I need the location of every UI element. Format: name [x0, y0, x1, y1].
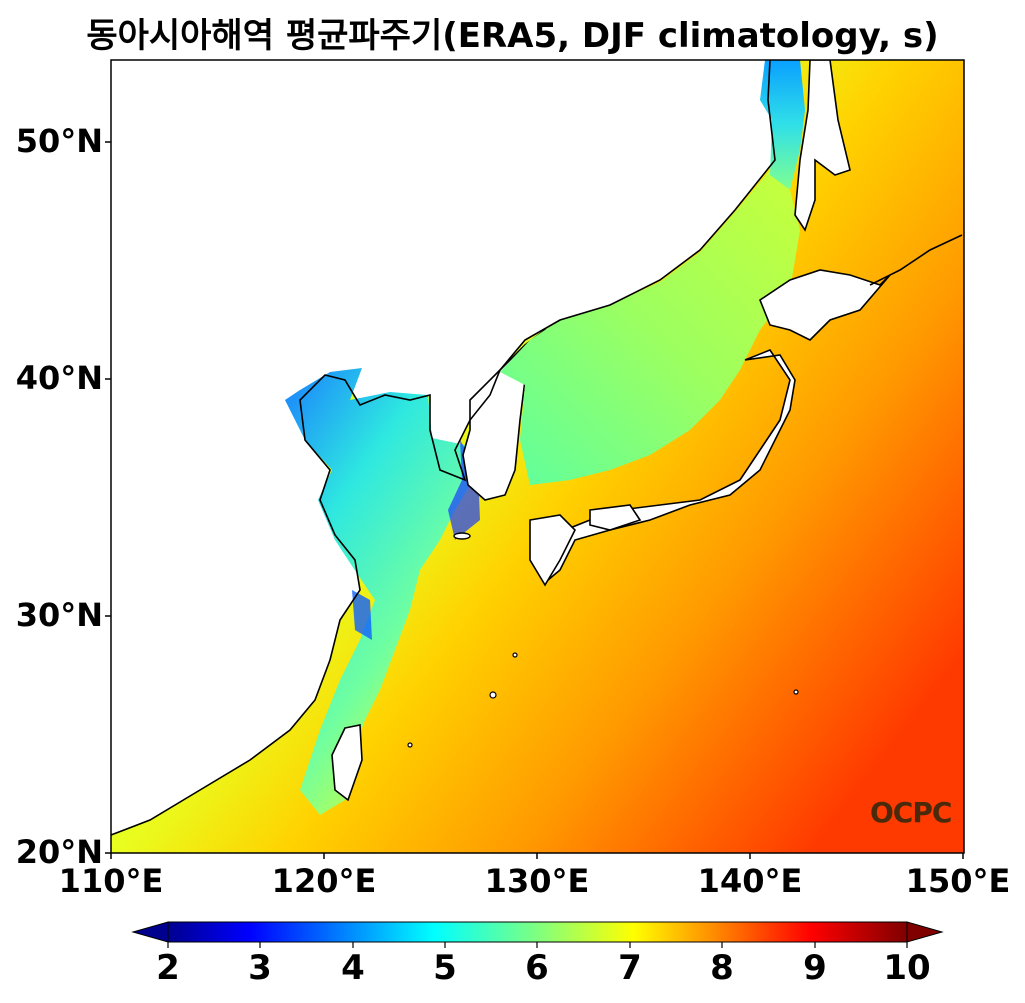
ocpc-logo: OCPC — [870, 796, 952, 829]
y-tick-label: 30°N — [15, 596, 103, 634]
x-tick-label: 150°E — [905, 862, 1011, 900]
colorbar-tick-label: 5 — [433, 948, 457, 988]
land-taiwan — [331, 724, 363, 802]
colorbar-tick-label: 9 — [803, 948, 827, 988]
x-tick-label: 120°E — [271, 862, 377, 900]
colorbar-tick-label: 6 — [525, 948, 549, 988]
wave-period-field — [111, 60, 964, 853]
y-tick-marks — [105, 141, 111, 854]
y-tick-label: 20°N — [15, 833, 103, 871]
x-tick-marks — [110, 853, 964, 859]
x-tick-label: 140°E — [697, 862, 803, 900]
y-tick-label: 50°N — [15, 122, 103, 160]
y-tick-label: 40°N — [15, 359, 103, 397]
land-hokkaido — [759, 269, 891, 341]
colorbar — [131, 921, 944, 948]
colorbar-tick-label: 10 — [883, 948, 931, 988]
colorbar-tick-label: 4 — [341, 948, 365, 988]
land-sakhalin — [794, 60, 851, 232]
x-tick-label: 110°E — [58, 862, 164, 900]
map-title: 동아시아해역 평균파주기(ERA5, DJF climatology, s) — [86, 16, 939, 56]
colorbar-tick-label: 2 — [156, 948, 180, 988]
colorbar-tick-label: 8 — [710, 948, 734, 988]
colorbar-tick-label: 3 — [248, 948, 272, 988]
x-tick-label: 130°E — [484, 862, 590, 900]
colorbar-tick-label: 7 — [618, 948, 642, 988]
